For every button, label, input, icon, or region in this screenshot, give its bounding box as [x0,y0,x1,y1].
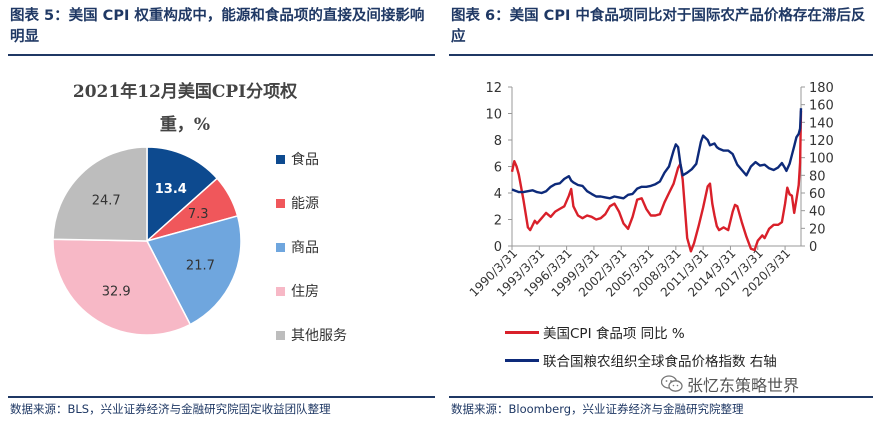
right-y-tick-label: 0 [809,240,817,255]
pie-value-label-energy: 7.3 [188,207,209,222]
left-y-tick-label: 2 [494,214,502,229]
legend-item-fao-index: 联合国粮农组织全球食品价格指数 右轴 [505,349,777,371]
pie-slice-goods [145,214,242,326]
right-y-tick-label: 180 [809,81,834,96]
left-source-rule [8,396,435,398]
legend-label-other-services: 其他服务 [291,328,347,344]
right-figure-panel: 图表 6：美国 CPI 中食品项同比对于国际农产品价格存在滞后反应 0 2 4 6 8 1… [441,0,879,428]
right-figure-title: 图表 6：美国 CPI 中食品项同比对于国际农产品价格存在滞后反应 [451,8,866,45]
line-legend: 美国CPI 食品项 同比 % 联合国粮农组织全球食品价格指数 右轴 [505,321,777,377]
pie-title-line-1: 2021年12月美国CPI分项权 [72,82,298,102]
legend-swatch-goods [276,242,285,252]
pie-value-label-food: 13.4 [155,182,187,197]
legend-item-goods: 商品 [276,236,347,258]
legend-item-energy: 能源 [276,192,347,214]
legend-label-cpi-food: 美国CPI 食品项 同比 % [543,326,685,342]
left-source-note: 数据来源：BLS，兴业证券经济与金融研究院固定收益团队整理 [10,402,331,416]
right-title-rule [449,54,873,56]
watermark-text: 张忆东策略世界 [687,376,800,395]
pie-legend: 食品 能源 商品 住房 其他服务 [276,148,347,368]
legend-item-housing: 住房 [276,280,347,302]
legend-line-fao-index [505,358,539,362]
legend-label-fao-index: 联合国粮农组织全球食品价格指数 右轴 [543,354,777,370]
left-y-tick-label: 4 [494,187,502,202]
right-y-tick-label: 140 [809,116,834,131]
series-line-fao-index [511,108,803,200]
legend-swatch-food [276,154,285,164]
legend-label-food: 食品 [291,152,319,168]
series-line-cpi-food [510,110,803,253]
legend-line-cpi-food [505,330,539,334]
pie-title-line-2: 重，% [159,115,211,135]
legend-item-food: 食品 [276,148,347,170]
legend-item-other-services: 其他服务 [276,324,347,346]
right-y-tick-label: 60 [809,187,826,202]
pie-slice-other-services [52,146,148,242]
right-y-tick-label: 80 [809,169,826,184]
legend-label-goods: 商品 [291,240,319,256]
legend-swatch-energy [276,198,285,208]
right-y-tick-label: 160 [809,99,834,114]
pie-slice-housing [52,238,192,336]
right-y-tick-label: 100 [809,152,834,167]
right-y-tick-label: 20 [809,222,826,237]
right-y-tick-label: 120 [809,134,834,149]
pie-chart-title: 2021年12月美国CPI分项权 重，% [20,76,350,142]
watermark: 张忆东策略世界 [661,372,799,396]
legend-swatch-other-services [276,330,285,340]
legend-label-housing: 住房 [291,284,319,300]
left-y-tick-label: 12 [485,81,502,96]
pie-chart: 13.47.3 21.7 32.9 24.7 [52,146,242,336]
left-figure-title: 图表 5：美国 CPI 权重构成中，能源和食品项的直接及间接影响明显 [10,8,425,45]
pie-value-label-other-services: 24.7 [92,193,121,208]
pie-slice-food [146,146,219,243]
left-figure-panel: 图表 5：美国 CPI 权重构成中，能源和食品项的直接及间接影响明显 2021年… [8,8,435,416]
line-chart: 0246810120204060801001201401601801990/3/… [467,81,834,300]
legend-label-energy: 能源 [291,196,319,212]
left-y-tick-label: 0 [494,240,502,255]
left-y-tick-label: 8 [494,134,502,149]
left-y-tick-label: 10 [485,108,502,123]
wechat-icon [661,375,683,392]
pie-value-label-goods: 21.7 [186,258,215,273]
left-title-rule [8,54,435,56]
pie-value-label-housing: 32.9 [102,284,131,299]
right-source-note: 数据来源：Bloomberg，兴业证券经济与金融研究院整理 [451,402,744,416]
left-y-tick-label: 6 [494,161,502,176]
right-y-tick-label: 40 [809,205,826,220]
legend-swatch-housing [276,286,285,296]
right-source-rule [449,396,873,398]
legend-item-cpi-food: 美国CPI 食品项 同比 % [505,321,777,343]
